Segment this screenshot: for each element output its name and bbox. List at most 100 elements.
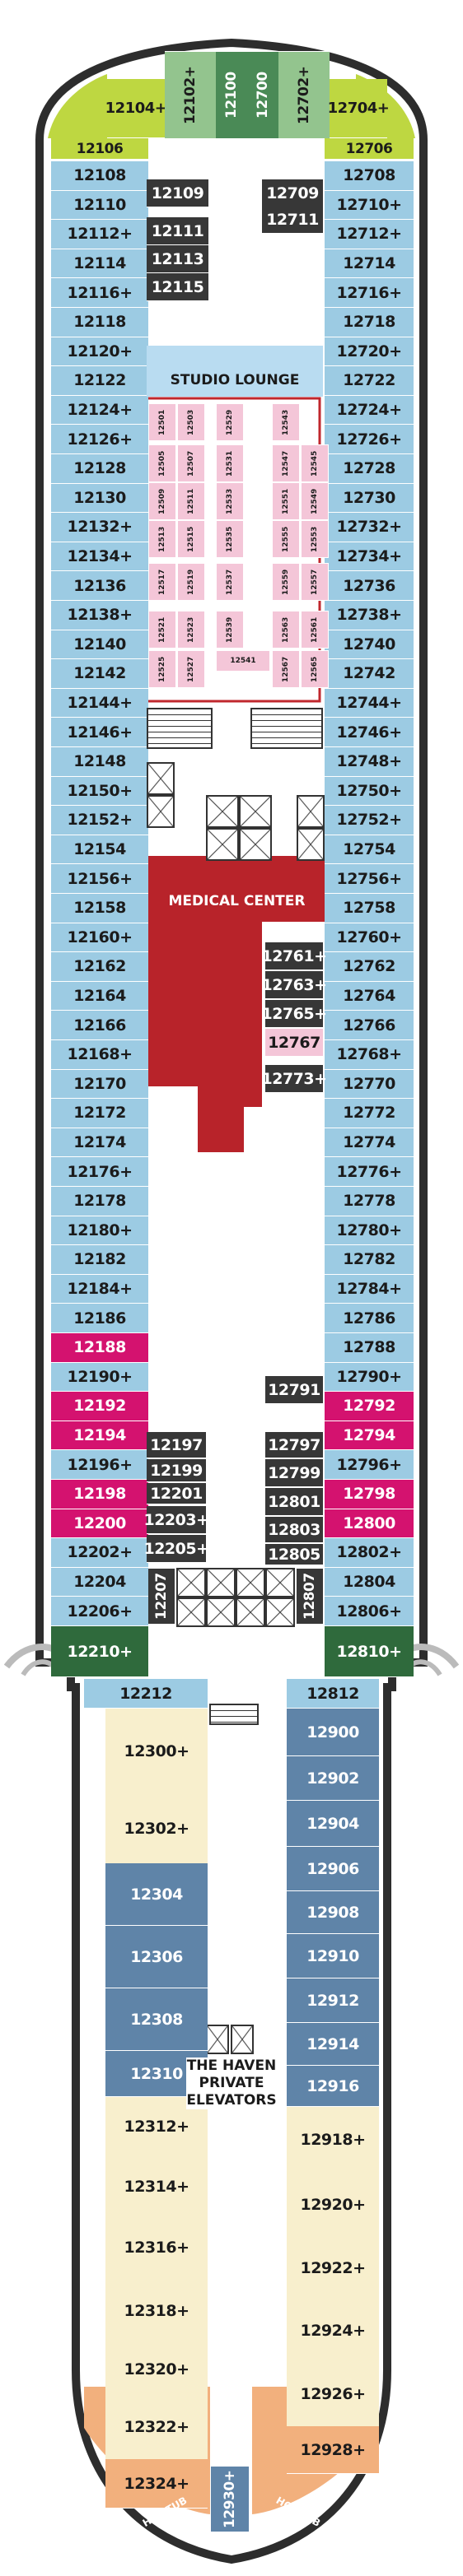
inner-cabin-starboard[interactable]: 12799 <box>265 1459 323 1487</box>
inner-cabin-starboard[interactable]: 12803 <box>265 1517 323 1543</box>
aft-starboard-cabin[interactable]: 12916 <box>287 2066 379 2107</box>
cabin-starboard[interactable]: 12742 <box>325 659 414 689</box>
cabin-port[interactable]: 12198 <box>51 1480 148 1509</box>
inner-cabin[interactable]: 12111 <box>147 217 208 245</box>
aft-starboard-cabin[interactable]: 12920+ <box>287 2173 379 2237</box>
aft-starboard-cabin[interactable]: 12908 <box>287 1891 379 1934</box>
cabin-starboard[interactable]: 12776+ <box>325 1157 414 1187</box>
aft-starboard-cabin[interactable]: 12906 <box>287 1847 379 1891</box>
cabin-port[interactable]: 12120+ <box>51 337 148 367</box>
cabin-port[interactable]: 12184+ <box>51 1274 148 1304</box>
aft-port-cabin[interactable]: 12320+ <box>105 2344 208 2395</box>
studio-cabin[interactable]: 12501 <box>148 403 176 441</box>
inner-cabin-port[interactable]: 12197 <box>147 1432 206 1458</box>
inner-cabin-port[interactable]: 12199 <box>147 1459 206 1482</box>
cabin-port[interactable]: 12148 <box>51 747 148 777</box>
aft-starboard-cabin[interactable]: 12910 <box>287 1934 379 1978</box>
inner-cabin[interactable]: 12709 <box>262 179 323 207</box>
studio-cabin[interactable]: 12539 <box>216 611 244 649</box>
cabin-port[interactable]: 12156+ <box>51 864 148 894</box>
studio-cabin[interactable]: 12519 <box>177 563 205 601</box>
cabin-starboard[interactable]: 12800 <box>325 1509 414 1539</box>
studio-cabin[interactable]: 12551 <box>272 482 300 520</box>
studio-cabin[interactable]: 12565 <box>301 650 329 688</box>
cabin-port[interactable]: 12182 <box>51 1245 148 1275</box>
inner-cabin-port[interactable]: 12201 <box>147 1483 206 1504</box>
cabin-port[interactable]: 12202+ <box>51 1538 148 1568</box>
cabin-starboard[interactable]: 12712+ <box>325 220 414 249</box>
studio-cabin[interactable]: 12543 <box>272 403 300 441</box>
cabin-starboard[interactable]: 12802+ <box>325 1538 414 1568</box>
cabin-starboard[interactable]: 12758 <box>325 894 414 923</box>
studio-cabin[interactable]: 12557 <box>301 563 329 601</box>
cabin-port[interactable]: 12126+ <box>51 425 148 454</box>
aft-port-cabin[interactable]: 12318+ <box>105 2278 208 2344</box>
cabin-starboard[interactable]: 12786 <box>325 1304 414 1333</box>
cabin-starboard[interactable]: 12752+ <box>325 806 414 835</box>
studio-cabin[interactable]: 12517 <box>148 563 176 601</box>
cabin-port[interactable]: 12128 <box>51 454 148 484</box>
cabin-starboard[interactable]: 12746+ <box>325 718 414 747</box>
cabin-starboard[interactable]: 12714 <box>325 249 414 279</box>
cabin-starboard[interactable]: 12728 <box>325 454 414 484</box>
cabin-port[interactable]: 12196+ <box>51 1450 148 1480</box>
inner-cabin-starboard[interactable]: 12801 <box>265 1488 323 1516</box>
cabin-starboard[interactable]: 12766 <box>325 1011 414 1040</box>
studio-cabin[interactable]: 12563 <box>272 611 300 649</box>
inner-cabin[interactable]: 12109 <box>147 179 208 207</box>
cabin-starboard[interactable]: 12734+ <box>325 542 414 572</box>
cabin-starboard[interactable]: 12730 <box>325 483 414 514</box>
studio-cabin[interactable]: 12537 <box>216 563 244 601</box>
cabin-port[interactable]: 12142 <box>51 659 148 689</box>
inner-cabin-starboard[interactable]: 12807 <box>297 1568 323 1624</box>
cabin-port[interactable]: 12122 <box>51 366 148 396</box>
cabin-port[interactable]: 12206+ <box>51 1597 148 1626</box>
cabin-port[interactable]: 12166 <box>51 1011 148 1040</box>
cabin-port[interactable]: 12154 <box>51 835 148 865</box>
forward-suite[interactable]: 12700 <box>247 51 278 138</box>
cabin-starboard[interactable]: 12748+ <box>325 747 414 777</box>
cabin-port[interactable]: 12132+ <box>51 513 148 542</box>
cabin-starboard[interactable]: 12718 <box>325 308 414 337</box>
cabin-starboard[interactable]: 12804 <box>325 1567 414 1597</box>
aft-starboard-cabin[interactable]: 12924+ <box>287 2299 379 2362</box>
cabin-port[interactable]: 12152+ <box>51 806 148 835</box>
cabin-starboard[interactable]: 12778 <box>325 1187 414 1216</box>
studio-cabin[interactable]: 12545 <box>301 444 329 482</box>
aft-starboard-cabin[interactable]: 12926+ <box>287 2362 379 2426</box>
studio-cabin[interactable]: 12559 <box>272 563 300 601</box>
cabin-starboard[interactable]: 12754 <box>325 835 414 865</box>
cabin-port[interactable]: 12118 <box>51 308 148 337</box>
cabin-port[interactable]: 12150+ <box>51 776 148 807</box>
corner-suite-starboard[interactable]: 12706 <box>325 138 414 160</box>
forward-suite[interactable]: 12702+ <box>278 51 330 138</box>
cabin-starboard[interactable]: 12744+ <box>325 688 414 718</box>
cabin-starboard[interactable]: 12756+ <box>325 864 414 894</box>
cabin-port[interactable]: 12194 <box>51 1421 148 1451</box>
aft-port-cabin[interactable]: 12316+ <box>105 2217 208 2278</box>
cabin-port[interactable]: 12130 <box>51 483 148 514</box>
aft-starboard-cabin[interactable]: 12918+ <box>287 2107 379 2173</box>
cabin-starboard[interactable]: 12710+ <box>325 190 414 221</box>
studio-cabin[interactable]: 12523 <box>177 611 205 649</box>
cabin-port[interactable]: 12136 <box>51 571 148 601</box>
cabin-port[interactable]: 12186 <box>51 1304 148 1333</box>
cabin-starboard[interactable]: 12760+ <box>325 923 414 953</box>
cabin-starboard[interactable]: 12750+ <box>325 776 414 807</box>
cabin-port[interactable]: 12146+ <box>51 718 148 747</box>
cabin-port[interactable]: 12144+ <box>51 688 148 718</box>
cabin-port[interactable]: 12192 <box>51 1392 148 1421</box>
forward-suite[interactable]: 12100 <box>216 51 247 138</box>
aft-center-suite[interactable]: 12930+ <box>211 2466 249 2532</box>
aft-small-cabin[interactable]: 12812 <box>287 1679 379 1709</box>
cabin-port[interactable]: 12158 <box>51 894 148 923</box>
cabin-starboard[interactable]: 12708 <box>325 161 414 191</box>
studio-cabin[interactable]: 12547 <box>272 444 300 482</box>
aft-port-cabin[interactable]: 12324+ <box>105 2459 208 2509</box>
studio-cabin[interactable]: 12567 <box>272 650 300 688</box>
cabin-port[interactable]: 12112+ <box>51 220 148 249</box>
studio-cabin[interactable]: 12529 <box>216 403 244 441</box>
med-cabin[interactable]: 12763+ <box>261 971 327 999</box>
med-cabin[interactable]: 12773+ <box>261 1065 327 1093</box>
cabin-port[interactable]: 12110 <box>51 190 148 221</box>
